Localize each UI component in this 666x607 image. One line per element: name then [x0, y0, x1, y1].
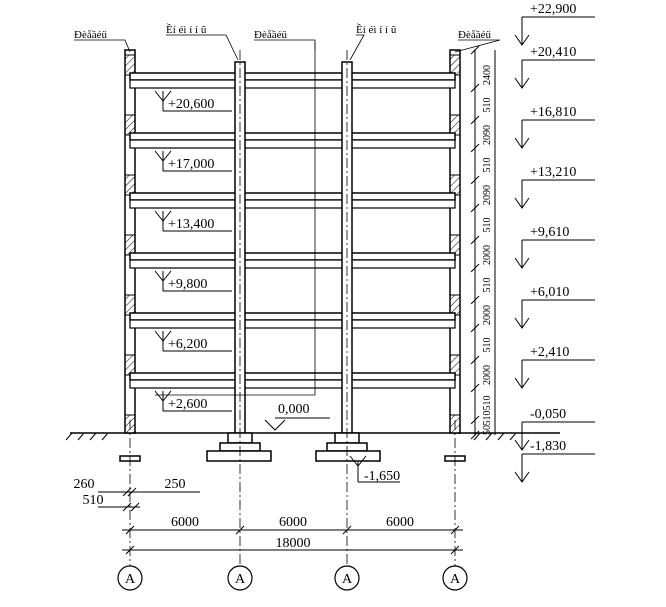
dim-tick	[470, 383, 480, 393]
inner-elevation-text: +17,000	[168, 157, 214, 172]
span-dimensions	[122, 525, 463, 555]
ground-level-mark	[264, 417, 330, 431]
elevation-mark: +16,810	[514, 105, 595, 149]
vertical-dim-text: 510	[482, 411, 493, 426]
dim-tick	[470, 143, 480, 153]
inner-elevation-mark: +13,400	[154, 210, 232, 232]
dim-tick	[470, 83, 480, 93]
elevation-mark: +6,010	[514, 285, 595, 329]
ground-level-text: 0,000	[278, 402, 310, 417]
inner-elevation-text: +6,200	[168, 337, 207, 352]
foundation-level-text: -1,650	[364, 469, 400, 484]
dim-260: 260	[74, 477, 95, 492]
elevation-text: +20,410	[530, 45, 576, 60]
dim-tick	[470, 295, 480, 305]
elevation-mark: -0,050	[514, 407, 595, 451]
axis-bubble	[117, 565, 143, 591]
right-wall	[449, 49, 461, 434]
vertical-dim-text: 510	[482, 278, 493, 293]
inner-elevations: +20,600 +17,000 +13,400 +9,800 +6,200 +2,600	[154, 90, 232, 412]
axis-label: A	[450, 572, 461, 587]
dim-tick	[470, 263, 480, 273]
elevation-text: -0,050	[530, 407, 566, 422]
dim-tick	[470, 430, 480, 440]
label-wall-center: Đèåầéü	[254, 29, 287, 41]
dim-tick	[470, 115, 480, 125]
inner-elevation-text: +13,400	[168, 217, 214, 232]
inner-elevation-text: +9,800	[168, 277, 207, 292]
dim-tick	[470, 415, 480, 425]
span-dim-2: 6000	[279, 515, 307, 530]
vertical-dim-text: 2090	[482, 185, 493, 205]
vertical-dim-text: 510	[482, 98, 493, 113]
foundation-level-mark	[349, 455, 400, 483]
inner-elevation-text: +2,600	[168, 397, 207, 412]
axis-bubble	[334, 565, 360, 591]
elevation-text: +9,610	[530, 225, 569, 240]
inner-elevation-mark: +17,000	[154, 150, 232, 172]
ground-line	[65, 432, 560, 441]
foundations	[119, 432, 466, 462]
partition-lines	[155, 42, 316, 396]
vertical-dim-text: 2000	[482, 245, 493, 265]
dim-tick	[470, 355, 480, 365]
vertical-dim-text: 2400	[482, 65, 493, 85]
label-leaders	[74, 34, 501, 61]
elevation-text: +16,810	[530, 105, 576, 120]
dim-tick	[470, 45, 480, 55]
elevation-text: -1,830	[530, 439, 566, 454]
axis-lines	[129, 50, 456, 566]
label-wall-left: Đèåầéü	[74, 29, 107, 41]
elevation-mark: +13,210	[514, 165, 595, 209]
elevation-text: +22,900	[530, 2, 576, 17]
elevation-mark: +9,610	[514, 225, 595, 269]
inner-elevation-mark: +6,200	[154, 330, 232, 352]
dim-250: 250	[165, 477, 186, 492]
axis-bubble	[442, 565, 468, 591]
label-col-right: Ềí éì í í ũ	[356, 23, 397, 36]
vertical-dim-text: 510	[482, 218, 493, 233]
span-dim-1: 6000	[171, 515, 199, 530]
axis-label: A	[342, 572, 353, 587]
elevation-text: +6,010	[530, 285, 569, 300]
dim-tick	[470, 203, 480, 213]
span-dim-3: 6000	[386, 515, 414, 530]
vertical-dim-text: 510	[482, 158, 493, 173]
vertical-dim-text: 510	[482, 338, 493, 353]
right-elevations: +22,900 +20,410 +16,810 +13,210 +9,610 +6,010…	[514, 2, 595, 483]
label-col-left: Ềí éì í í ũ	[166, 23, 207, 36]
vertical-dim-chain	[474, 50, 496, 435]
axis-bubbles: A A A A	[117, 565, 468, 591]
inner-elevation-mark: +9,800	[154, 270, 232, 292]
elevation-mark: -1,830	[514, 439, 595, 483]
axis-label: A	[125, 572, 136, 587]
total-span-dim: 18000	[276, 536, 311, 551]
vertical-dim-text: 2000	[482, 365, 493, 385]
inner-elevation-mark: +2,600	[154, 390, 232, 412]
axis-label: A	[235, 572, 246, 587]
vertical-dim-text: 50	[482, 425, 493, 435]
beams	[129, 79, 456, 389]
vertical-dim-text: 510	[482, 396, 493, 411]
vertical-dim-text: 2000	[482, 305, 493, 325]
inner-elevation-mark: +20,600	[154, 90, 232, 112]
label-wall-right: Đèåầéü	[458, 29, 491, 41]
elevation-text: +2,410	[530, 345, 569, 360]
dim-tick	[470, 175, 480, 185]
wall-thickness-dims	[98, 487, 200, 512]
axis-bubble	[227, 565, 253, 591]
elevation-mark: +20,410	[514, 45, 595, 89]
elevation-text: +13,210	[530, 165, 576, 180]
elevation-mark: +2,410	[514, 345, 595, 389]
dim-tick	[470, 235, 480, 245]
elevation-mark: +22,900	[514, 2, 595, 46]
inner-elevation-text: +20,600	[168, 97, 214, 112]
dim-tick	[470, 323, 480, 333]
vertical-dimensions: 2400 510 2090 510 2090 510 2000 510 2000 510 2000 5…	[470, 45, 493, 440]
dim-510: 510	[83, 493, 104, 508]
vertical-dim-text: 2090	[482, 125, 493, 145]
